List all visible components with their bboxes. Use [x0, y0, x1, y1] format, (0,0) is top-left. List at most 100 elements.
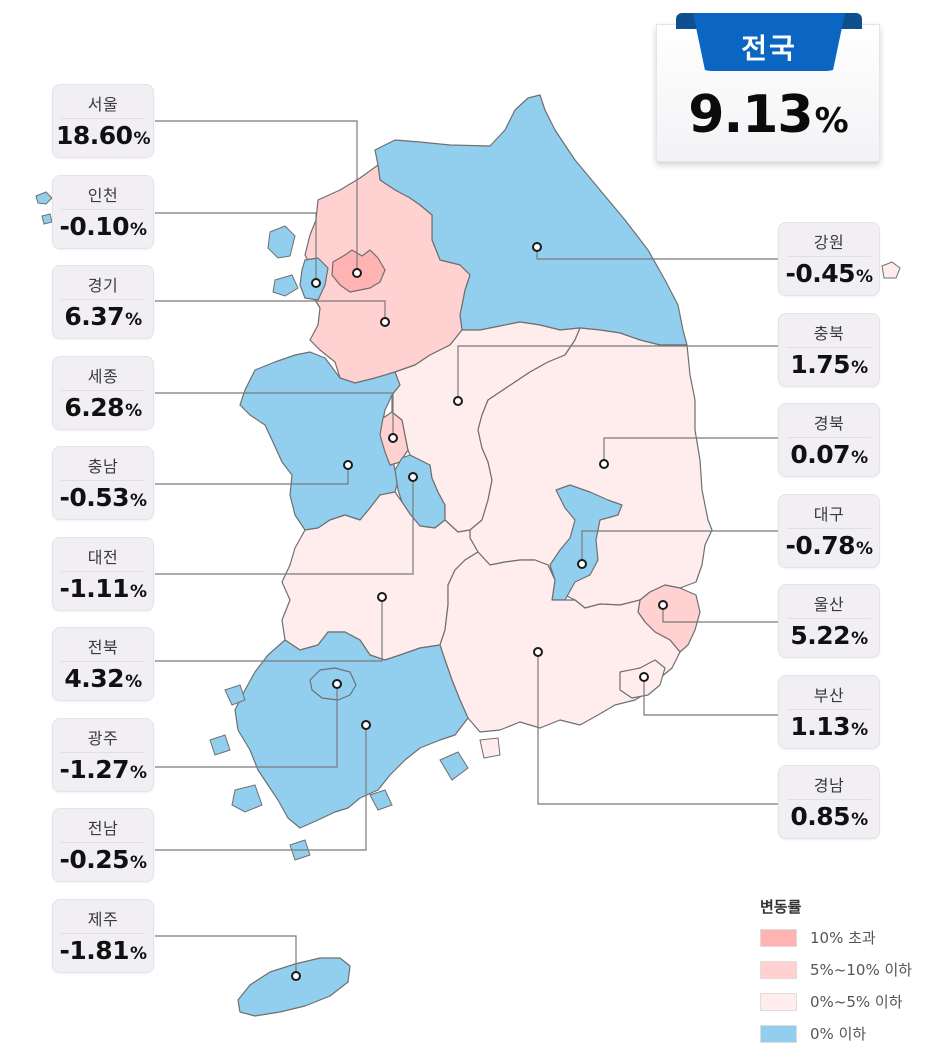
- card-jeonbuk[interactable]: 전북 4.32%: [52, 627, 154, 701]
- region-name: 경기: [87, 276, 119, 295]
- region-value: 4.32%: [64, 664, 142, 693]
- region-value: -1.27%: [59, 755, 147, 784]
- leader-gyeonggi: [155, 300, 386, 322]
- region-name: 대전: [87, 548, 119, 567]
- card-seoul[interactable]: 서울 18.60%: [52, 84, 154, 158]
- marker-daegu[interactable]: [577, 559, 587, 569]
- card-gyeongbuk[interactable]: 경북 0.07%: [778, 403, 880, 477]
- leader-gyeongnam: [537, 652, 778, 805]
- divider: [61, 661, 145, 662]
- leader-jeju: [155, 935, 297, 976]
- card-ulsan[interactable]: 울산 5.22%: [778, 584, 880, 658]
- region-value: -1.11%: [59, 574, 147, 603]
- card-gyeongnam[interactable]: 경남 0.85%: [778, 765, 880, 839]
- divider: [787, 347, 871, 348]
- card-jeonnam[interactable]: 전남 -0.25%: [52, 808, 154, 882]
- card-daegu[interactable]: 대구 -0.78%: [778, 494, 880, 568]
- card-daejeon[interactable]: 대전 -1.11%: [52, 537, 154, 611]
- region-value: -0.10%: [59, 212, 147, 241]
- marker-jeonnam[interactable]: [361, 720, 371, 730]
- jeonnam-island: [231, 784, 263, 813]
- legend-item-5to10: 5%~10% 이하: [760, 959, 930, 991]
- card-busan[interactable]: 부산 1.13%: [778, 675, 880, 749]
- card-gwangju[interactable]: 광주 -1.27%: [52, 718, 154, 792]
- divider: [61, 390, 145, 391]
- gyeongnam-island: [479, 737, 501, 759]
- card-chungbuk[interactable]: 충북 1.75%: [778, 313, 880, 387]
- region-value: -0.78%: [785, 531, 873, 560]
- jeonnam-island: [224, 684, 246, 706]
- leader-gyeongbuk: [603, 437, 778, 464]
- card-gangwon[interactable]: 강원 -0.45%: [778, 222, 880, 296]
- region-name: 경남: [813, 776, 845, 795]
- marker-ulsan[interactable]: [658, 600, 668, 610]
- legend: 변동률 10% 초과 5%~10% 이하 0%~5% 이하 0% 이하: [760, 896, 930, 1055]
- divider: [787, 618, 871, 619]
- legend-label: 0%~5% 이하: [810, 993, 903, 1011]
- region-name: 전북: [87, 638, 119, 657]
- leader-chungnam: [155, 465, 349, 485]
- national-total-card: 전국 9.13%: [656, 13, 880, 162]
- region-value: -0.53%: [59, 483, 147, 512]
- marker-gyeongnam[interactable]: [533, 647, 543, 657]
- region-name: 충북: [813, 324, 845, 343]
- jeonnam-island: [209, 734, 231, 756]
- marker-gyeonggi[interactable]: [380, 317, 390, 327]
- region-daegu[interactable]: [549, 484, 623, 601]
- region-name: 세종: [87, 367, 119, 386]
- marker-jeju[interactable]: [291, 971, 301, 981]
- leader-daejeon: [155, 477, 414, 575]
- region-name: 서울: [87, 95, 119, 114]
- leader-seoul: [155, 120, 358, 273]
- card-gyeonggi[interactable]: 경기 6.37%: [52, 265, 154, 339]
- legend-swatch: [760, 961, 797, 979]
- legend-swatch: [760, 1025, 797, 1043]
- marker-gyeongbuk[interactable]: [599, 459, 609, 469]
- marker-daejeon[interactable]: [408, 472, 418, 482]
- marker-incheon[interactable]: [311, 278, 321, 288]
- marker-sejong[interactable]: [388, 433, 398, 443]
- island: [41, 213, 53, 225]
- marker-gangwon[interactable]: [532, 242, 542, 252]
- card-chungnam[interactable]: 충남 -0.53%: [52, 446, 154, 520]
- region-value: 6.37%: [64, 302, 142, 331]
- region-name: 충남: [87, 457, 119, 476]
- divider: [61, 571, 145, 572]
- leader-chungbuk: [457, 345, 778, 401]
- region-value: -0.25%: [59, 845, 147, 874]
- legend-swatch: [760, 929, 797, 947]
- divider: [787, 799, 871, 800]
- divider: [787, 256, 871, 257]
- legend-title: 변동률: [760, 898, 802, 916]
- marker-chungbuk[interactable]: [453, 396, 463, 406]
- region-name: 강원: [813, 233, 845, 252]
- card-jeju[interactable]: 제주 -1.81%: [52, 899, 154, 973]
- divider: [61, 752, 145, 753]
- leader-ulsan: [662, 605, 778, 623]
- national-ribbon: 전국: [693, 13, 845, 71]
- region-jeju[interactable]: [237, 957, 351, 1017]
- region-name: 제주: [87, 910, 119, 929]
- region-value: 0.85%: [790, 802, 868, 831]
- marker-jeonbuk[interactable]: [377, 592, 387, 602]
- region-name: 대구: [813, 505, 845, 524]
- card-sejong[interactable]: 세종 6.28%: [52, 356, 154, 430]
- region-jeonnam[interactable]: [234, 631, 469, 829]
- legend-label: 10% 초과: [810, 929, 876, 947]
- legend-item-over10: 10% 초과: [760, 927, 930, 959]
- marker-chungnam[interactable]: [343, 460, 353, 470]
- incheon-island: [267, 225, 296, 259]
- region-value: 5.22%: [790, 621, 868, 650]
- region-name: 광주: [87, 729, 119, 748]
- divider: [61, 480, 145, 481]
- national-value: 9.13%: [688, 85, 848, 145]
- leader-incheon: [155, 212, 317, 283]
- marker-seoul[interactable]: [352, 268, 362, 278]
- card-incheon[interactable]: 인천 -0.10%: [52, 175, 154, 249]
- marker-gwangju[interactable]: [332, 679, 342, 689]
- leader-jeonnam: [155, 725, 367, 851]
- marker-busan[interactable]: [639, 672, 649, 682]
- region-name: 인천: [87, 186, 119, 205]
- ulleung-island: [881, 261, 901, 279]
